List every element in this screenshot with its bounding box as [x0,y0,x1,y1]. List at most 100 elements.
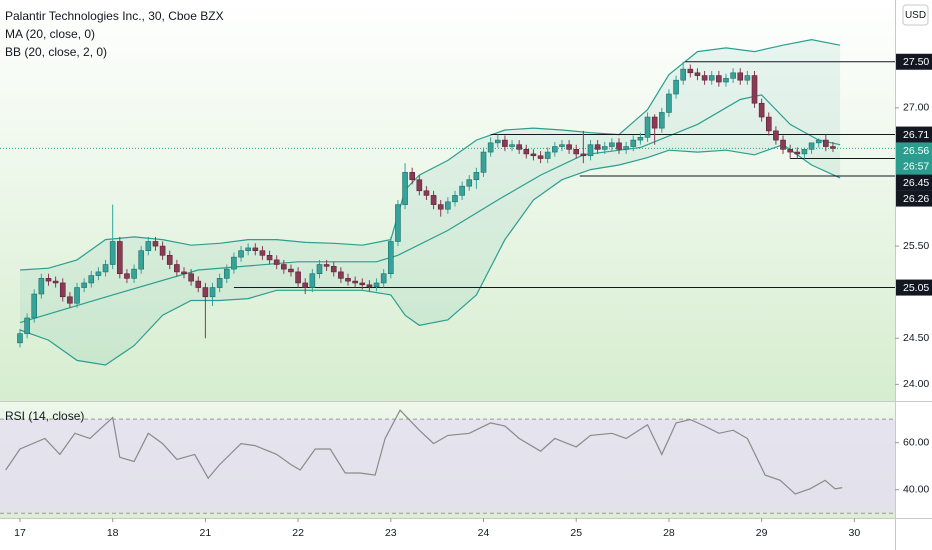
candle-body [430,195,437,205]
candle-body [245,247,251,251]
candle-body [737,72,744,81]
level-label-box [896,53,932,70]
candle-body [494,139,501,144]
candle-body [159,245,166,256]
candle-body [758,102,765,118]
candle-body [666,93,672,113]
candle-body [437,204,444,210]
rsi-band [0,419,895,514]
level-label: 26.26 [903,193,929,205]
candle-body [573,149,580,155]
y-tick-label: 27.00 [903,102,929,114]
candle-body [687,68,694,74]
candle-body [566,144,572,150]
candle-body [109,241,116,265]
candle-body [316,264,323,275]
candle-body [416,179,423,192]
candle-body [530,153,537,157]
candle-body [651,116,658,129]
candle-body [366,284,373,287]
candle-body [188,273,194,282]
candle-body [345,278,351,282]
candle-body [59,282,66,298]
candle-body [38,278,45,295]
indicator-label: MA (20, close, 0) [5,27,95,41]
candle-body [680,68,686,81]
level-label-box [896,190,932,207]
rsi-line [5,409,843,495]
candle-body [601,146,608,150]
currency[interactable]: USD [905,10,926,21]
chart-title: Palantir Technologies Inc., 30, Cboe BZX [5,9,224,23]
ma-line [19,94,841,324]
candle-body [673,79,679,95]
y-tick-label: 40.00 [903,484,929,496]
candle-body [402,172,408,205]
candle-body [309,273,316,288]
x-tick-label: 24 [478,527,490,539]
candle-body [580,153,587,157]
candle-body [744,75,751,81]
last-price-label-box [896,142,932,175]
candle-body [209,287,216,298]
candle-body [273,259,280,265]
candle-body [616,142,622,150]
y-tick-label: 60.00 [903,436,929,448]
candle-body [124,273,130,279]
candle-body [773,130,779,141]
candle-body [74,287,80,304]
x-tick-label: 17 [14,527,26,539]
candle-body [780,139,786,150]
x-tick-label: 22 [292,527,304,539]
candle-body [502,139,508,147]
candle-body [487,142,494,153]
x-tick-label: 21 [200,527,212,539]
candle-body [323,264,330,267]
candle-body [644,116,651,138]
candle-body [509,144,515,147]
level-label: 25.05 [903,282,929,294]
y-tick-label: 24.50 [903,332,929,344]
candle-body [537,155,544,159]
candle-body [166,254,173,265]
candle-body [281,264,287,270]
level-label: 27.50 [903,56,929,68]
candle-body [808,142,815,150]
candle-body [587,144,594,157]
candle-body [523,149,530,155]
candle-body [594,144,601,150]
candle-body [751,75,758,104]
currency-box[interactable] [902,4,929,26]
candle-body [716,75,722,83]
candle-body [559,144,565,147]
candle-body [473,172,480,181]
candle-body [701,75,708,81]
candle-body [223,268,230,279]
y-tick-label: 25.50 [903,240,929,252]
bb-upper [19,38,841,271]
x-tick-label: 18 [107,527,119,539]
candle-body [794,151,801,155]
candle-body [516,144,522,150]
level-label-box [896,174,932,191]
candle-body [352,280,358,284]
candle-body [238,250,244,258]
y-tick-label: 24.00 [903,378,929,390]
indicator-label: BB (20, close, 2, 0) [5,45,107,59]
candle-body [423,190,430,196]
candle-body [216,278,223,288]
candle-body [88,275,95,284]
candle-body [830,146,836,149]
candle-body [152,241,159,247]
candle-body [302,282,309,288]
candle-body [694,72,701,76]
candle-body [338,271,344,279]
candle-body [174,264,180,273]
candle-body [288,268,294,273]
candle-body [195,280,202,288]
candle-body [52,280,59,284]
candle-body [630,139,637,147]
candle-body [466,179,473,187]
candle-body [452,195,458,203]
